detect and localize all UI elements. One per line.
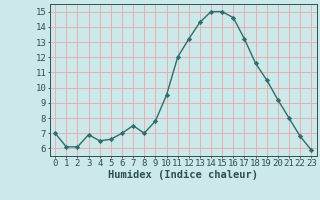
X-axis label: Humidex (Indice chaleur): Humidex (Indice chaleur) [108, 170, 258, 180]
